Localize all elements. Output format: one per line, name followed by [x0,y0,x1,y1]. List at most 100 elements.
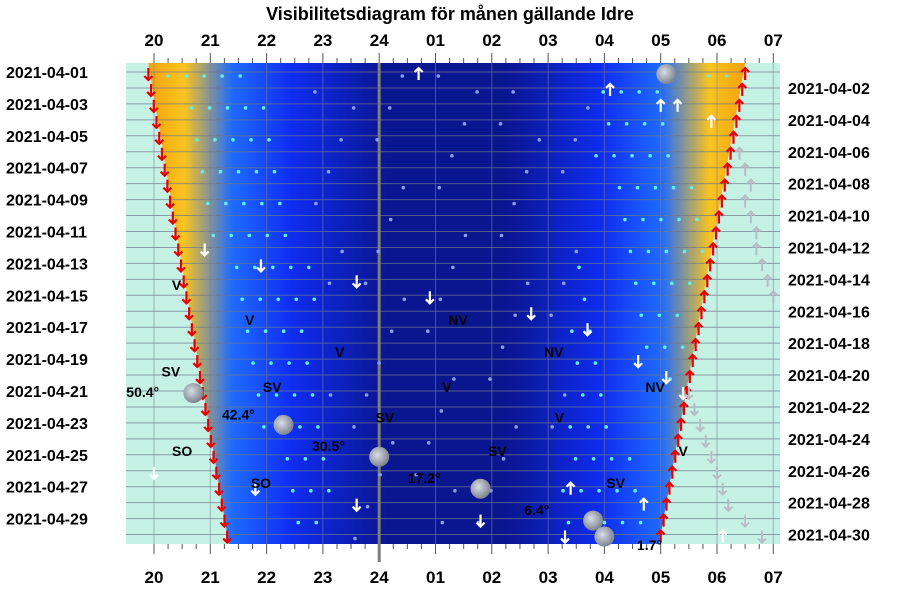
path-dot [290,488,295,493]
path-dot [498,122,503,126]
date-label-left: 2021-04-29 [6,512,88,529]
date-label-right: 2021-04-02 [788,81,870,98]
altitude-label: 50.4° [126,384,159,400]
path-dot [606,122,611,126]
path-dot [258,297,262,302]
top-hour-axis: 20 21 22 23 24 01 02 03 04 05 06 07 [145,31,783,50]
path-dot [513,313,517,318]
path-dot [666,153,670,158]
moonrise-arrow [672,98,683,112]
path-dot [245,329,250,334]
sunrise-arrow [670,449,681,463]
path-dot [272,169,277,174]
hour-label-top: 06 [708,31,727,50]
sunset-arrow [216,498,227,513]
path-dot [604,425,609,429]
path-dot [488,377,492,381]
sunrise-arrow [676,417,686,431]
low-moon-arrow [740,162,750,176]
path-dot [254,169,259,174]
path-dot [525,281,530,286]
date-label-right: 2021-04-08 [788,177,870,194]
path-dot [401,185,406,190]
path-dot [439,409,444,413]
sunrise-arrow [699,289,710,304]
path-dot [298,425,302,429]
sunset-arrow [184,307,194,321]
path-dot [638,520,643,525]
hour-label-bottom: 22 [257,568,276,587]
path-dot [706,74,711,78]
low-moon-arrow [723,498,733,513]
bottom-hour-axis: 20 21 22 23 24 01 02 03 04 05 06 07 [145,568,783,587]
sunrise-arrow [661,497,672,511]
path-dot [438,297,443,302]
sunrise-arrow [679,401,689,415]
date-label-left: 2021-04-09 [6,193,88,210]
path-dot [598,393,603,397]
path-dot [500,345,505,349]
path-dot [213,138,217,142]
hour-label-top: 22 [257,31,276,50]
sunset-arrow [168,211,178,226]
direction-label: SO [251,475,271,491]
sunset-arrow [162,179,173,194]
path-dot [463,233,468,238]
hour-label-top: 05 [651,31,670,50]
path-dot [243,106,248,110]
path-dot [586,425,590,429]
moon-phase-icon [656,64,677,84]
path-dot [642,122,647,126]
path-dot [256,393,261,397]
path-dot [664,249,669,254]
date-label-right: 2021-04-24 [788,432,870,449]
chart-title: Visibilitetsdiagram för månen gällande I… [266,4,634,24]
path-dot [425,329,430,334]
low-moon-arrow [734,146,745,160]
sunrise-arrow [693,321,704,336]
path-dot [440,520,445,525]
path-dot [365,504,370,509]
hour-label-bottom: 01 [426,568,445,587]
sunrise-arrow [725,146,736,160]
path-dot [281,329,286,334]
path-dot [680,345,685,349]
sunset-arrow [189,339,200,353]
date-label-left: 2021-04-27 [6,480,88,497]
direction-labels: 2.4°50.4°42.4°30.5°17.2°6.4°1.7°VSVSOVSV… [126,277,688,553]
direction-label: NV [448,312,468,328]
sunrise-arrow [664,481,675,495]
path-dot [229,233,234,238]
hour-label-bottom: 07 [764,568,783,587]
path-dot [309,488,313,493]
date-label-left: 2021-04-05 [6,129,88,146]
sunrise-arrow [690,337,701,352]
sunrise-arrow [717,194,727,208]
date-label-left: 2021-04-19 [6,352,88,369]
date-label-right: 2021-04-18 [788,336,870,353]
hour-label-top: 03 [539,31,558,50]
hour-label-top: 02 [482,31,501,50]
path-dot [635,185,640,190]
path-dot [352,425,356,429]
direction-label: SV [263,379,282,395]
path-dot [270,265,275,270]
path-dot [641,217,645,222]
sunrise-arrow [719,178,730,192]
moonset-arrow [475,514,486,529]
path-dot [292,393,297,397]
path-dot [312,297,317,302]
path-dot [340,249,344,254]
sunrise-arrow [673,433,683,447]
path-dot [639,313,644,318]
path-dot [389,329,394,334]
moonrise-arrow [605,82,615,96]
path-dot [437,185,442,190]
path-dot [475,90,479,94]
altitude-label: 17.2° [408,470,441,486]
path-dot [220,74,224,78]
low-moon-arrow [684,387,694,401]
path-dot [580,393,585,397]
moon-phase-icon [594,526,615,547]
date-label-right: 2021-04-30 [788,528,870,545]
